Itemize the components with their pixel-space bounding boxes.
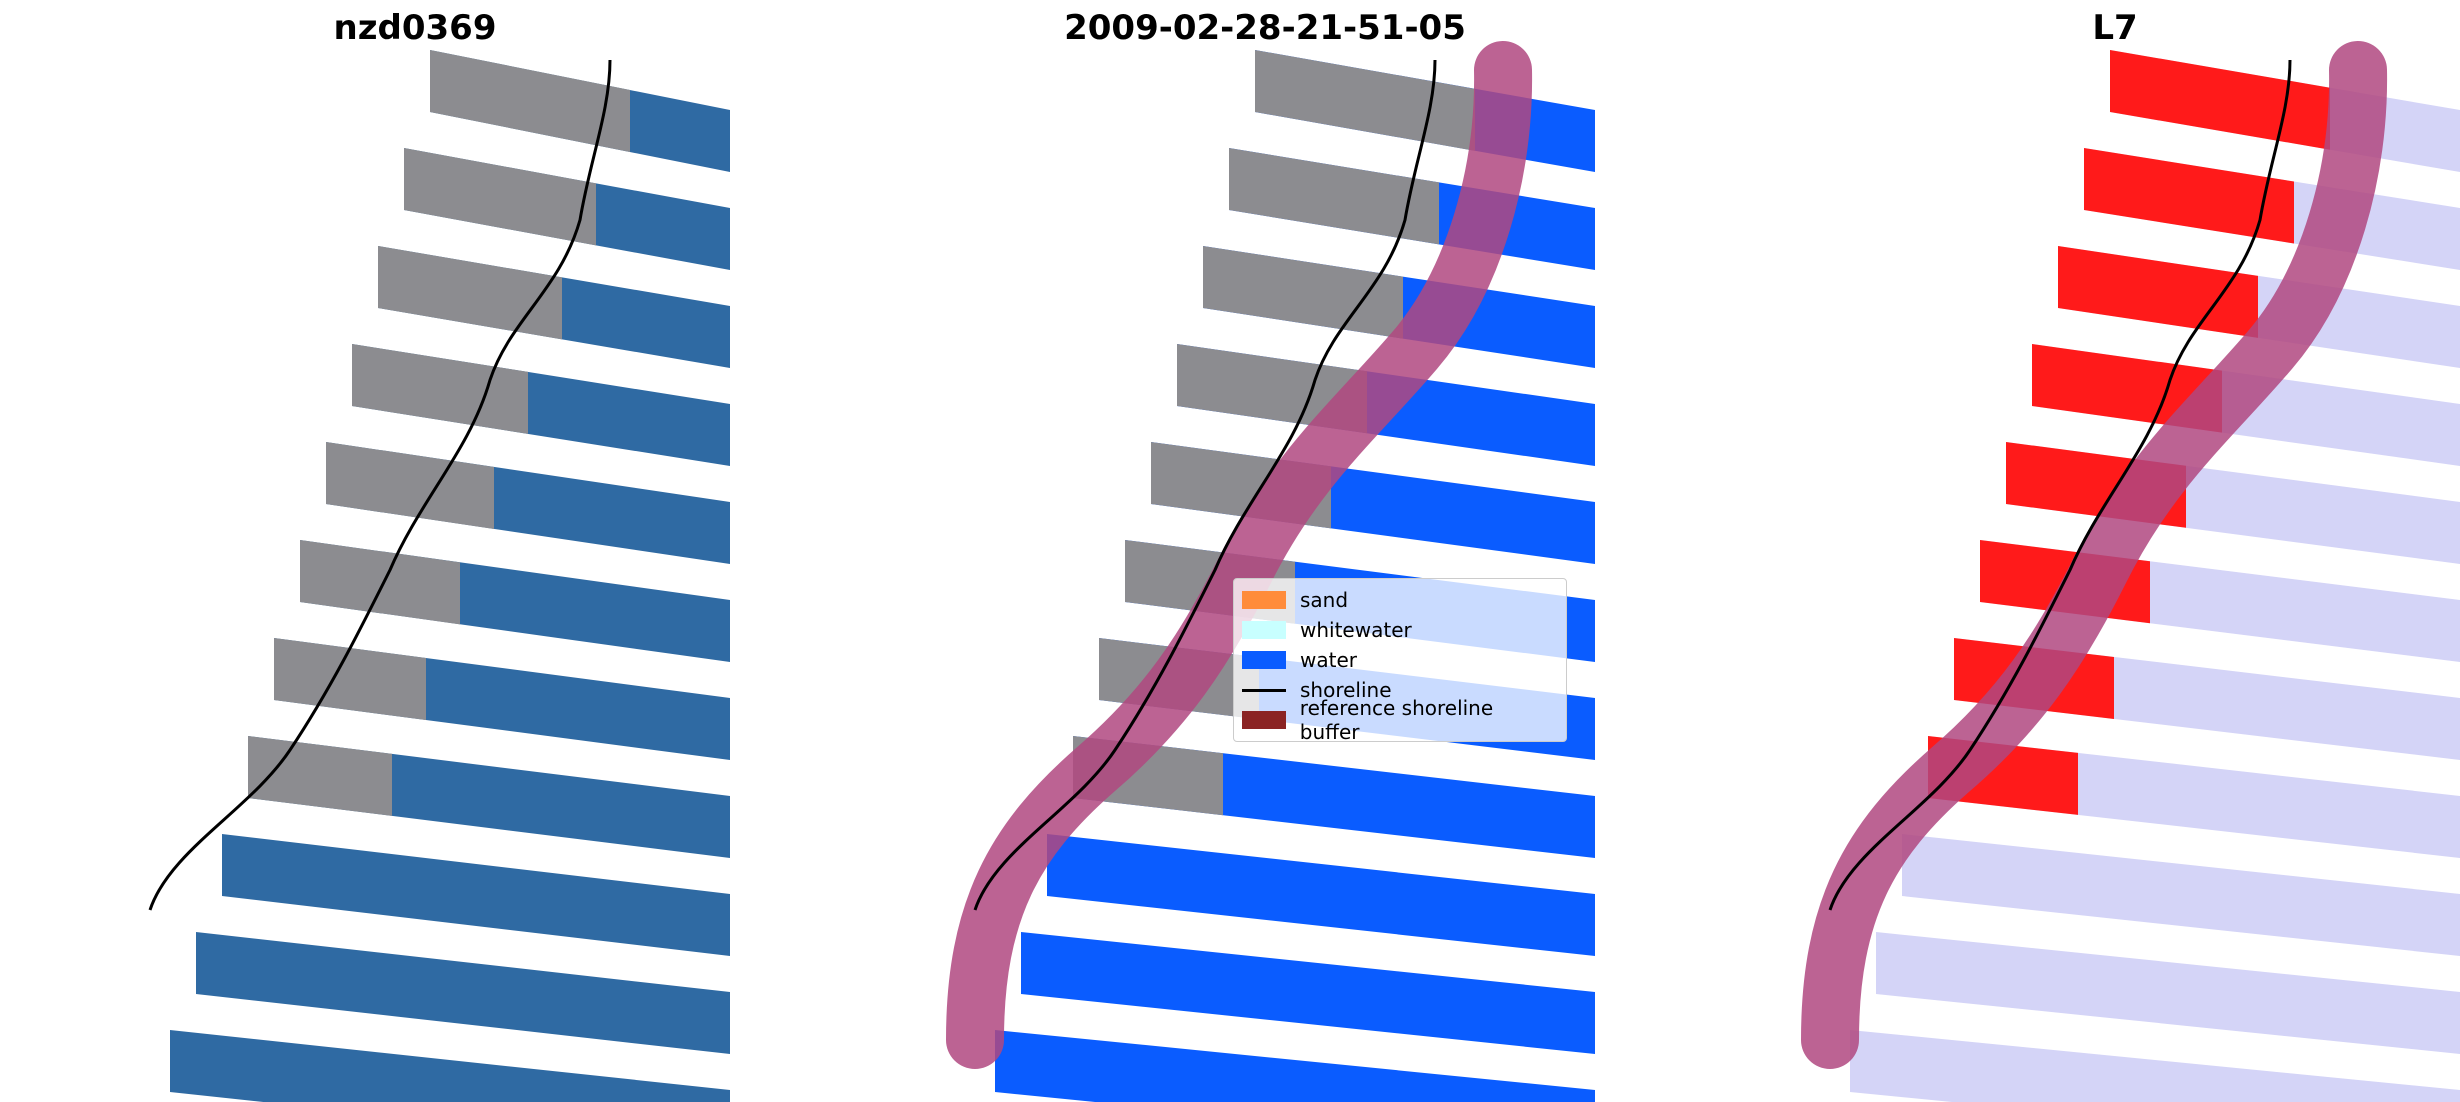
- land-region: [404, 148, 596, 246]
- panel-title-rgb: nzd0369: [333, 8, 497, 48]
- image-strip: [1047, 834, 1595, 956]
- legend-label-water: water: [1300, 648, 1357, 672]
- image-strip: [1021, 932, 1595, 1054]
- land-region: [1203, 246, 1403, 339]
- classification-image: [946, 41, 1595, 1102]
- probability-panel: L7: [1770, 0, 2460, 1102]
- probability-image: [1801, 41, 2460, 1102]
- land-region: [300, 540, 460, 625]
- image-strip: [170, 1030, 730, 1102]
- image-strip: [1902, 834, 2460, 956]
- legend-item-reference-buffer: reference shoreline buffer: [1242, 696, 1558, 744]
- reference-shoreline-buffer: [1801, 41, 2388, 1069]
- legend-swatch-reference-buffer: [1242, 711, 1286, 729]
- land-region: [352, 344, 528, 434]
- panel-title-classification: 2009-02-28-21-51-05: [1064, 8, 1466, 48]
- legend-swatch-whitewater: [1242, 621, 1286, 639]
- legend-item-whitewater: whitewater: [1242, 615, 1558, 645]
- land-region: [2110, 50, 2330, 150]
- legend-swatch-sand: [1242, 591, 1286, 609]
- legend-item-shoreline: shoreline: [1242, 675, 1558, 705]
- image-strip: [1850, 1030, 2460, 1102]
- strip-layer: [170, 50, 730, 1102]
- image-strip: [995, 1030, 1595, 1102]
- land-region: [1255, 50, 1475, 151]
- legend-swatch-shoreline: [1242, 688, 1286, 692]
- image-strip: [222, 834, 730, 956]
- rgb-satellite-image: [148, 50, 730, 1102]
- land-region: [326, 442, 494, 529]
- legend: sand whitewater water shoreline referenc…: [1233, 578, 1567, 744]
- legend-label-reference-buffer: reference shoreline buffer: [1299, 696, 1494, 744]
- shoreline: [1828, 59, 2292, 911]
- land-region: [2084, 148, 2294, 244]
- shoreline: [148, 59, 612, 911]
- land-region: [430, 50, 630, 152]
- legend-swatch-water: [1242, 651, 1286, 669]
- legend-item-water: water: [1242, 645, 1558, 675]
- land-region: [1229, 148, 1439, 245]
- land-region: [274, 638, 426, 720]
- legend-label-shoreline: shoreline: [1300, 678, 1392, 702]
- image-strip: [196, 932, 730, 1054]
- classification-panel: 2009-02-28-21-51-05 sand whitewater wate…: [915, 0, 1615, 1102]
- rgb-image-panel: nzd0369: [90, 0, 740, 1102]
- image-strip: [1876, 932, 2460, 1054]
- land-region: [2058, 246, 2258, 338]
- reference-shoreline-buffer: [946, 41, 1533, 1069]
- legend-label-whitewater: whitewater: [1300, 618, 1412, 642]
- legend-item-sand: sand: [1242, 585, 1558, 615]
- panel-title-probability: L7: [2092, 8, 2138, 48]
- land-region: [378, 246, 562, 340]
- shoreline: [973, 59, 1437, 911]
- legend-label-sand: sand: [1300, 588, 1349, 612]
